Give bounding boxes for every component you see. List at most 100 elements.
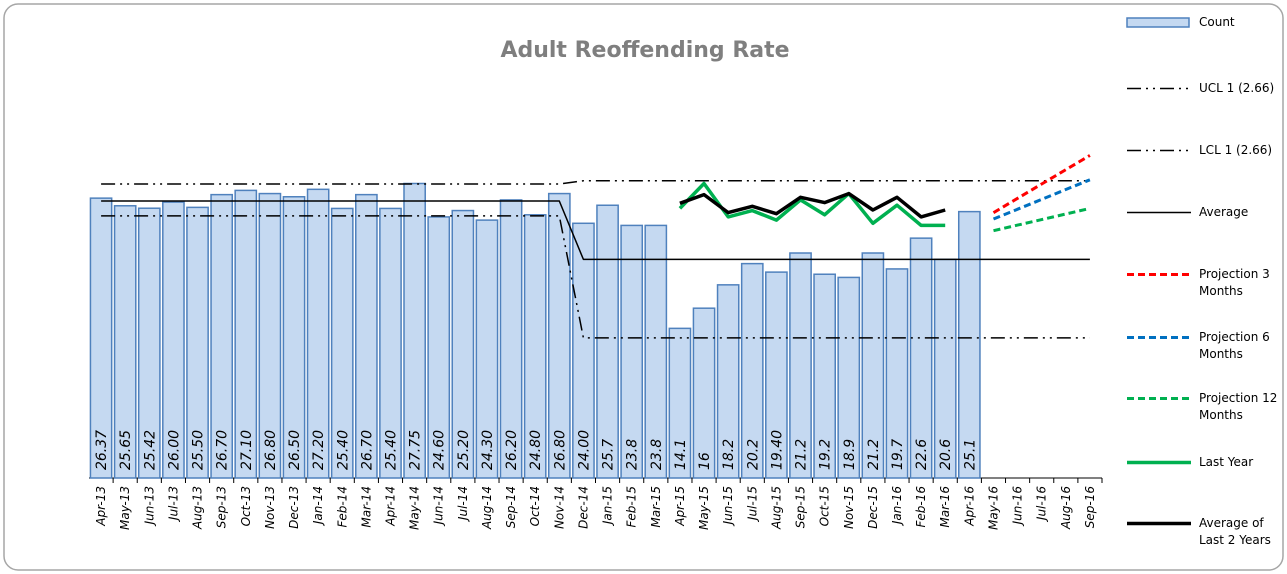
bar — [330, 207, 354, 479]
line-series — [992, 154, 1091, 214]
legend-label: Count — [1199, 15, 1235, 29]
bar-value-label: 26.37 — [94, 430, 110, 470]
bar-value-label: 26.70 — [215, 430, 231, 470]
x-tick-label: Aug-16 — [1059, 486, 1073, 530]
x-tick-label: Oct-14 — [528, 486, 542, 526]
x-tick-label: Jan-16 — [890, 486, 904, 526]
x-tick-label: Aug-15 — [769, 486, 783, 530]
bar — [234, 189, 258, 479]
bar-value-label: 14.1 — [673, 439, 689, 470]
bar — [475, 219, 499, 479]
bar-value-label: 18.9 — [842, 439, 858, 470]
legend-swatch — [1127, 211, 1191, 214]
legend-swatch — [1127, 273, 1191, 276]
bar-value-label: 26.50 — [287, 430, 303, 470]
bar-value-label: 26.00 — [166, 430, 182, 470]
legend-item: Count — [1125, 14, 1279, 31]
x-tick-label: Nov-13 — [263, 486, 277, 529]
bar-value-label: 21.2 — [866, 439, 882, 470]
bar — [89, 197, 113, 479]
bar-value-label: 24.30 — [480, 430, 496, 470]
line-series — [993, 206, 1091, 233]
x-tick-label: Feb-14 — [335, 486, 349, 528]
bar — [716, 284, 740, 479]
bar-value-label: 16 — [697, 452, 713, 470]
x-tick-label: Dec-15 — [866, 486, 880, 529]
bar — [282, 196, 306, 479]
legend-label: Average — [1199, 205, 1249, 219]
x-tick-label: Apr-15 — [673, 486, 687, 527]
bar — [789, 252, 812, 479]
bar — [186, 206, 209, 479]
x-tick-label: Jul-16 — [1035, 486, 1049, 522]
legend-label: Projection 12 Months — [1199, 391, 1278, 422]
bar-value-label: 20.2 — [745, 439, 761, 470]
bar — [837, 276, 861, 479]
legend-item: Projection 6 Months — [1125, 329, 1279, 363]
bar-value-label: 22.6 — [914, 439, 930, 470]
bar-value-label: 25.42 — [142, 430, 158, 470]
bar — [210, 193, 234, 479]
x-tick-label: Sep-16 — [1083, 486, 1097, 529]
x-tick-label: Oct-13 — [239, 486, 253, 526]
bar — [740, 262, 764, 479]
bar-value-label: 25.65 — [118, 430, 134, 470]
bar-value-label: 25.1 — [962, 439, 978, 470]
bar — [620, 224, 644, 479]
bar — [572, 222, 595, 479]
bar — [957, 210, 981, 479]
bar-value-label: 26.70 — [359, 430, 375, 470]
x-tick-label: Jun-16 — [1011, 486, 1025, 527]
x-tick-label: Feb-15 — [625, 486, 639, 528]
x-tick-label: Aug-13 — [191, 486, 205, 530]
bar-value-label: 21.2 — [794, 439, 810, 470]
bar-value-label: 19.7 — [890, 439, 906, 470]
bar-value-label: 24.60 — [432, 430, 448, 470]
x-tick-label: Sep-13 — [215, 486, 229, 528]
x-tick-label: Jun-13 — [142, 486, 156, 526]
bar-value-label: 23.8 — [649, 439, 665, 470]
bar-value-label: 27.20 — [311, 430, 327, 470]
legend-item: Average of Last 2 Years — [1125, 515, 1279, 549]
legend-item: LCL 1 (2.66) — [1125, 142, 1279, 159]
bar-value-label: 27.10 — [239, 430, 255, 470]
bar-value-label: 25.20 — [456, 430, 472, 470]
x-tick-label: Mar-16 — [938, 486, 952, 528]
x-tick-label: May-16 — [986, 486, 1000, 530]
bar-value-label: 18.2 — [721, 439, 737, 470]
x-tick-label: Apr-16 — [962, 486, 976, 527]
bar-value-label: 26.20 — [504, 430, 520, 470]
x-tick-label: Mar-15 — [649, 486, 663, 528]
bar — [499, 199, 523, 479]
bar-value-label: 24.80 — [528, 430, 544, 470]
bar — [885, 268, 909, 479]
bar — [451, 209, 475, 479]
legend-label: Projection 6 Months — [1199, 330, 1270, 361]
chart-title: Adult Reoffending Rate — [500, 38, 789, 63]
bar-value-label: 24.00 — [576, 430, 592, 470]
legend-label: Last Year — [1199, 455, 1254, 469]
bar — [861, 252, 885, 479]
bar-value-label: 25.7 — [601, 439, 617, 470]
legend-item: Projection 12 Months — [1125, 390, 1279, 424]
x-tick-label: Jul-13 — [166, 486, 180, 522]
bar-value-label: 19.2 — [818, 439, 834, 470]
legend-label: Average of Last 2 Years — [1199, 516, 1271, 547]
x-tick-label: Jan-14 — [311, 486, 325, 526]
x-tick-label: Apr-13 — [94, 486, 108, 527]
bar — [379, 207, 402, 479]
bar — [162, 201, 185, 479]
legend-swatch — [1127, 149, 1191, 152]
bar — [427, 216, 451, 479]
x-tick-label: Aug-14 — [480, 486, 494, 530]
x-tick-label: Nov-14 — [552, 486, 566, 529]
x-tick-label: Apr-14 — [383, 486, 397, 527]
x-tick-label: May-13 — [118, 486, 132, 530]
legend-swatch — [1127, 397, 1191, 400]
x-tick-label: Sep-15 — [794, 486, 808, 528]
x-tick-label: Dec-13 — [287, 486, 301, 529]
x-tick-label: May-15 — [697, 486, 711, 530]
legend-swatch-bar — [1126, 17, 1190, 28]
bar-value-label: 26.80 — [263, 430, 279, 470]
bar-value-label: 23.8 — [625, 439, 641, 470]
